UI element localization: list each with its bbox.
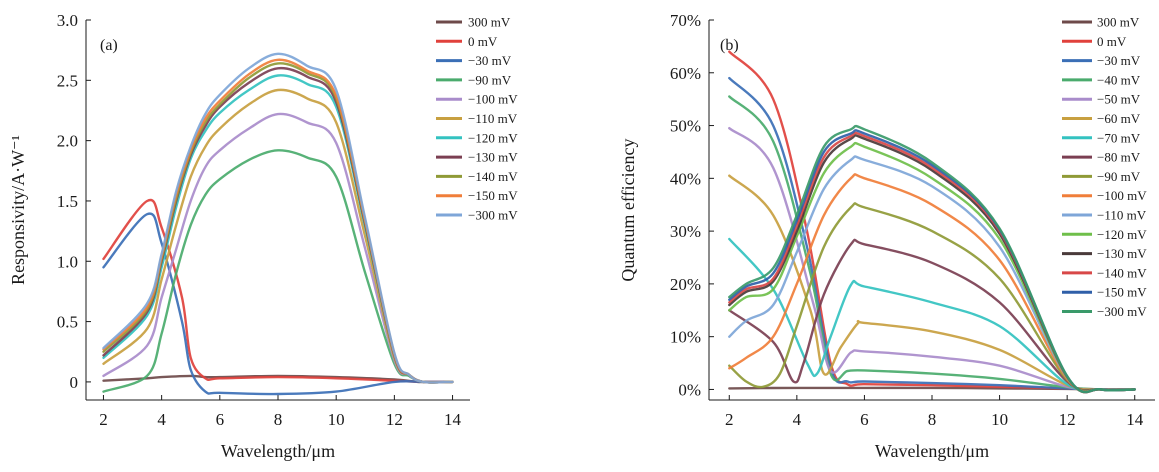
legend-label: −110 mV bbox=[468, 111, 518, 126]
panel-label: (a) bbox=[100, 37, 118, 54]
series-line bbox=[102, 112, 454, 384]
series-line bbox=[102, 149, 454, 393]
legend-label: −300 mV bbox=[468, 208, 518, 223]
x-tick-label: 8 bbox=[274, 410, 283, 429]
legend-label: −50 mV bbox=[1097, 92, 1141, 107]
y-tick-label: 60% bbox=[670, 64, 701, 83]
legend-label: −30 mV bbox=[1097, 53, 1141, 68]
legend-label: −80 mV bbox=[1097, 150, 1141, 165]
series-line bbox=[102, 74, 454, 384]
series-line bbox=[728, 238, 1136, 392]
x-tick-label: 4 bbox=[793, 410, 802, 429]
x-axis-label: Wavelength/μm bbox=[875, 441, 989, 461]
chart-panel-b: 2 4 6 8 10 12 14 0% 10% 20% 30% 40% 50% 60% 70% Wavelen… bbox=[618, 11, 1155, 461]
series-line bbox=[728, 124, 1136, 394]
x-tick-label: 14 bbox=[1126, 410, 1144, 429]
legend-label: −90 mV bbox=[1097, 169, 1141, 184]
legend-label: −120 mV bbox=[468, 130, 518, 145]
x-tick-label: 6 bbox=[860, 410, 869, 429]
legend-label: −30 mV bbox=[468, 53, 512, 68]
legend-label: −130 mV bbox=[468, 150, 518, 165]
y-tick-label: 20% bbox=[670, 275, 701, 294]
legend-label: −60 mV bbox=[1097, 111, 1141, 126]
legend-label: −120 mV bbox=[1097, 227, 1147, 242]
legend-label: 0 mV bbox=[468, 34, 498, 49]
series-line bbox=[728, 237, 1136, 392]
y-tick-label: 2.5 bbox=[57, 71, 78, 90]
x-tick-label: 14 bbox=[444, 410, 462, 429]
y-axis-label: Responsivity/A·W⁻¹ bbox=[8, 135, 28, 285]
y-tick-label: 0% bbox=[678, 380, 701, 399]
y-tick-label: 1.5 bbox=[57, 192, 78, 211]
y-tick-label: 50% bbox=[670, 117, 701, 136]
series-line bbox=[102, 212, 454, 396]
y-tick-label: 70% bbox=[670, 11, 701, 30]
legend-label: −150 mV bbox=[468, 188, 518, 203]
x-tick-label: 10 bbox=[991, 410, 1008, 429]
x-tick-label: 2 bbox=[99, 410, 108, 429]
series-group bbox=[102, 52, 454, 396]
x-tick-label: 2 bbox=[725, 410, 734, 429]
x-tick-label: 12 bbox=[386, 410, 403, 429]
y-tick-label: 30% bbox=[670, 222, 701, 241]
y-tick-label: 0.5 bbox=[57, 313, 78, 332]
legend-label: −140 mV bbox=[468, 169, 518, 184]
legend-label: −90 mV bbox=[468, 72, 512, 87]
legend-label: −70 mV bbox=[1097, 130, 1141, 145]
y-tick-label: 1.0 bbox=[57, 252, 78, 271]
chart-panel-a: 2 4 6 8 10 12 14 0 0.5 1.0 1.5 2.0 2.5 3.0 Wavelength/… bbox=[8, 11, 518, 461]
legend-label: −150 mV bbox=[1097, 285, 1147, 300]
legend-label: 0 mV bbox=[1097, 34, 1127, 49]
x-axis-label: Wavelength/μm bbox=[221, 441, 335, 461]
x-tick-label: 4 bbox=[157, 410, 166, 429]
x-tick-label: 6 bbox=[216, 410, 225, 429]
legend: 300 mV 0 mV −30 mV −40 mV −50 mV −60 mV −70 mV… bbox=[1062, 15, 1147, 319]
legend-label: 300 mV bbox=[468, 15, 511, 30]
legend-label: −100 mV bbox=[1097, 188, 1147, 203]
x-tick-label: 10 bbox=[328, 410, 345, 429]
series-line bbox=[102, 52, 454, 384]
panel-label: (b) bbox=[720, 37, 739, 54]
y-tick-label: 2.0 bbox=[57, 132, 78, 151]
legend-label: −130 mV bbox=[1097, 246, 1147, 261]
x-tick-label: 8 bbox=[928, 410, 937, 429]
x-tick-label: 12 bbox=[1059, 410, 1076, 429]
y-tick-label: 40% bbox=[670, 169, 701, 188]
series-group bbox=[728, 50, 1136, 394]
legend: 300 mV 0 mV −30 mV −90 mV −100 mV −110 mV −120… bbox=[436, 15, 518, 223]
legend-label: −110 mV bbox=[1097, 208, 1147, 223]
legend-label: −300 mV bbox=[1097, 304, 1147, 319]
legend-label: −40 mV bbox=[1097, 72, 1141, 87]
series-line bbox=[102, 88, 454, 384]
legend-label: −140 mV bbox=[1097, 265, 1147, 280]
series-line bbox=[728, 173, 1136, 393]
legend-label: −100 mV bbox=[468, 92, 518, 107]
y-tick-label: 3.0 bbox=[57, 11, 78, 30]
y-tick-label: 0 bbox=[70, 373, 79, 392]
legend-label: 300 mV bbox=[1097, 15, 1140, 30]
y-tick-label: 10% bbox=[670, 328, 701, 347]
y-axis-label: Quantum efficiency bbox=[618, 138, 638, 281]
